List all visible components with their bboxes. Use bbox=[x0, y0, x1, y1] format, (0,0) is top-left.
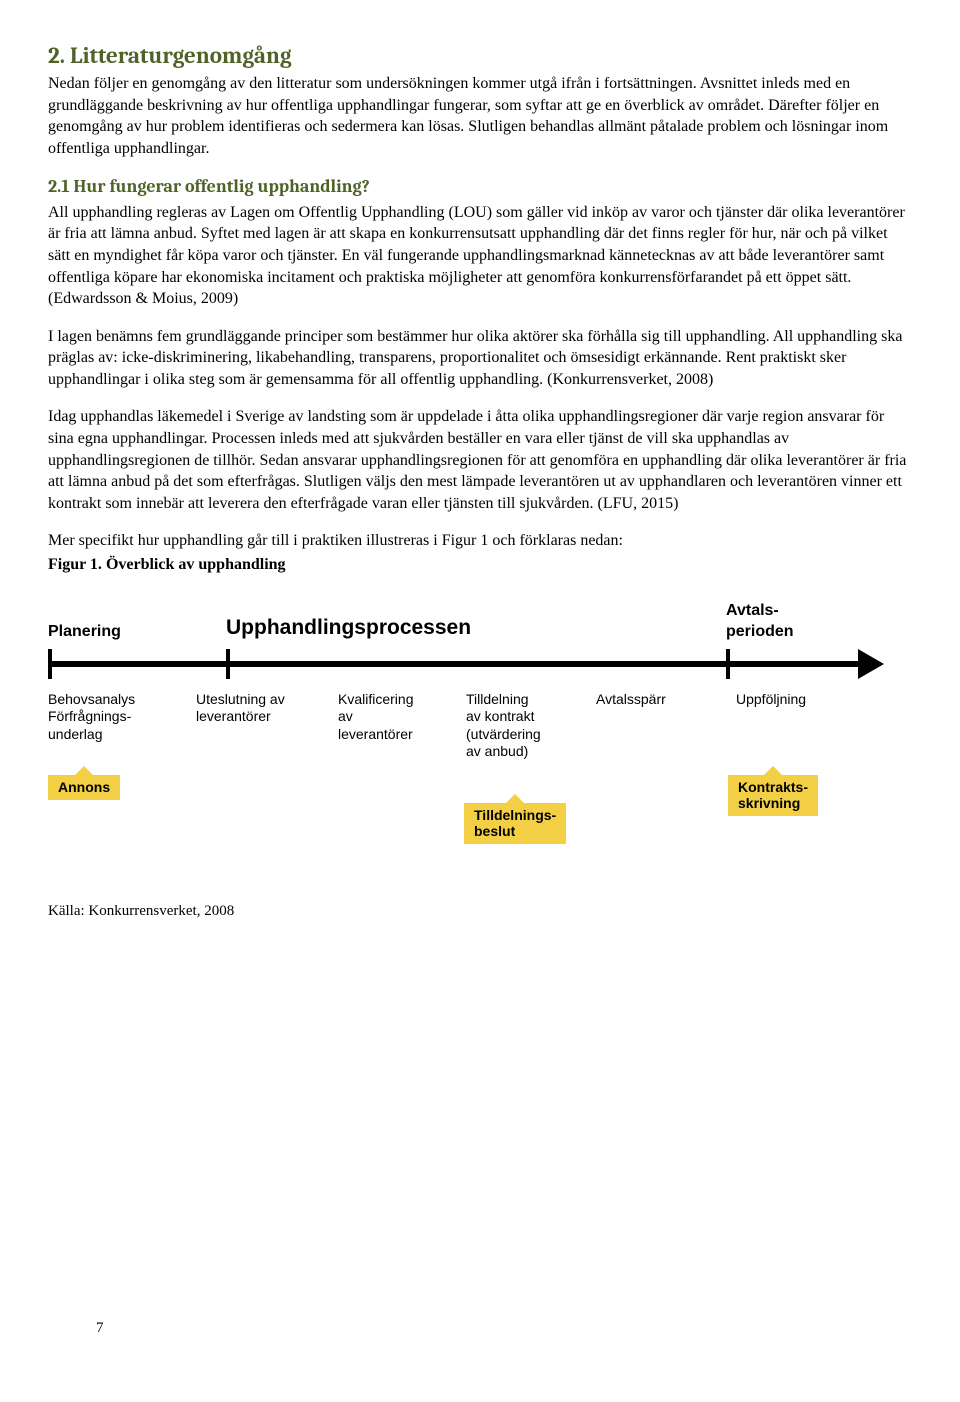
figure-timeline-arrow bbox=[48, 647, 890, 681]
body-paragraph: Mer specifikt hur upphandling går till i… bbox=[48, 530, 912, 552]
figure-label: Figur 1. bbox=[48, 556, 102, 573]
timeline-tick bbox=[726, 649, 730, 679]
arrow-head-icon bbox=[858, 649, 884, 679]
figure-milestone-tag: Tilldelnings-beslut bbox=[464, 803, 566, 844]
body-paragraph: I lagen benämns fem grundläggande princi… bbox=[48, 326, 912, 391]
figure-title: Överblick av upphandling bbox=[102, 556, 286, 573]
figure-phase-label: Avtals-perioden bbox=[726, 600, 890, 643]
figure-milestone-tag: Annons bbox=[48, 775, 120, 800]
figure-step: Avtalsspärr bbox=[596, 691, 736, 709]
intro-paragraph: Nedan följer en genomgång av den littera… bbox=[48, 73, 912, 159]
body-paragraph: All upphandling regleras av Lagen om Off… bbox=[48, 202, 912, 310]
figure-source: Källa: Konkurrensverket, 2008 bbox=[48, 901, 912, 921]
figure-phase-label: Planering bbox=[48, 621, 226, 643]
figure-step: Uteslutning avleverantörer bbox=[196, 691, 338, 726]
document-page: 2. Litteraturgenomgång Nedan följer en g… bbox=[48, 40, 912, 1362]
timeline-tick bbox=[48, 649, 52, 679]
subsection-heading: 2.1 Hur fungerar offentlig upphandling? bbox=[48, 175, 912, 199]
page-number: 7 bbox=[96, 1318, 104, 1338]
arrow-line bbox=[48, 661, 860, 667]
body-paragraph: Idag upphandlas läkemedel i Sverige av l… bbox=[48, 406, 912, 514]
figure-step: Tilldelningav kontrakt(utvärderingav anb… bbox=[466, 691, 596, 761]
figure-step: Kvalificeringavleverantörer bbox=[338, 691, 466, 744]
figure-step: Uppföljning bbox=[736, 691, 890, 709]
figure-phase-row: PlaneringUpphandlingsprocessenAvtals-per… bbox=[48, 600, 890, 643]
figure-step: BehovsanalysFörfrågnings-underlag bbox=[48, 691, 196, 744]
figure-steps-row: BehovsanalysFörfrågnings-underlagUteslut… bbox=[48, 691, 890, 761]
procurement-process-figure: PlaneringUpphandlingsprocessenAvtals-per… bbox=[48, 600, 890, 865]
figure-caption: Figur 1. Överblick av upphandling bbox=[48, 554, 912, 576]
figure-milestone-tag: Kontrakts-skrivning bbox=[728, 775, 818, 816]
timeline-tick bbox=[226, 649, 230, 679]
figure-phase-label: Upphandlingsprocessen bbox=[226, 614, 726, 642]
figure-tags-row: Annons Tilldelnings-beslut Kontrakts-skriv… bbox=[48, 775, 890, 865]
section-heading: 2. Litteraturgenomgång bbox=[48, 40, 912, 71]
